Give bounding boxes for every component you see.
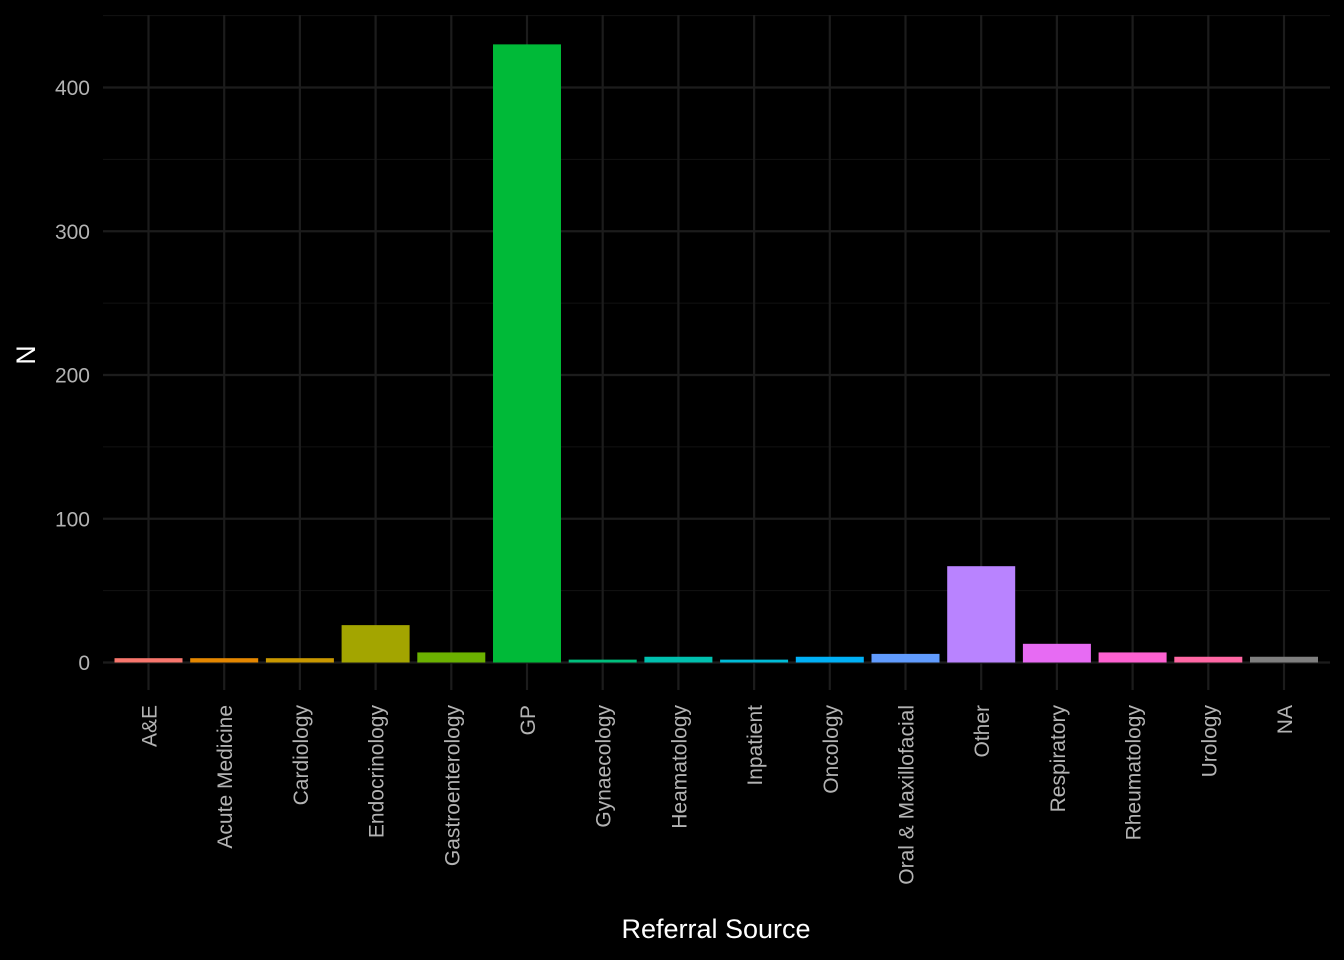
x-axis-ticks: A&E Acute Medicine Cardiology Endocrinology…	[139, 705, 1298, 885]
y-tick-label: 200	[55, 365, 90, 388]
x-tick-label: Oral & Maxillofacial	[896, 705, 919, 885]
y-axis-title: N	[11, 345, 41, 365]
bar-other	[947, 566, 1016, 663]
x-tick-label: Urology	[1198, 705, 1221, 778]
x-tick-label: NA	[1274, 705, 1297, 734]
x-tick-label: Endocrinology	[366, 705, 389, 839]
bar-a-e	[114, 658, 183, 663]
x-tick-label: Respiratory	[1047, 705, 1070, 813]
bar-urology	[1174, 656, 1243, 663]
x-tick-label: Gastroenterology	[441, 705, 464, 867]
x-tick-label: GP	[517, 705, 540, 735]
bar-respiratory	[1022, 643, 1091, 663]
bars	[114, 44, 1318, 663]
y-axis-ticks: 0 100 200 300 400	[55, 77, 90, 675]
bar-oral-maxillofacial	[871, 653, 940, 663]
bar-rheumatology	[1098, 652, 1167, 663]
x-tick-label: Inpatient	[744, 705, 767, 786]
x-tick-label: A&E	[139, 705, 162, 747]
x-tick-label: Other	[971, 705, 994, 758]
y-tick-label: 100	[55, 508, 90, 531]
x-tick-label: Oncology	[820, 705, 843, 794]
bar-inpatient	[720, 659, 789, 663]
x-tick-label: Acute Medicine	[214, 705, 237, 849]
grid	[103, 15, 1330, 690]
bar-endocrinology	[341, 625, 410, 663]
bar-cardiology	[265, 658, 334, 663]
bar-na	[1250, 656, 1318, 663]
bar-oncology	[795, 656, 864, 663]
x-tick-label: Cardiology	[290, 705, 313, 806]
bar-heamatology	[644, 656, 713, 663]
x-axis-title: Referral Source	[621, 914, 810, 944]
x-tick-label: Rheumatology	[1123, 705, 1146, 841]
x-tick-label: Heamatology	[668, 705, 691, 829]
bar-acute-medicine	[190, 658, 259, 663]
y-tick-label: 0	[78, 652, 90, 675]
y-tick-label: 400	[55, 77, 90, 100]
bar-gp	[493, 44, 561, 663]
x-tick-label: Gynaecology	[593, 705, 616, 828]
y-tick-label: 300	[55, 221, 90, 244]
bar-gynaecology	[568, 659, 637, 663]
bar-gastroenterology	[417, 652, 486, 663]
